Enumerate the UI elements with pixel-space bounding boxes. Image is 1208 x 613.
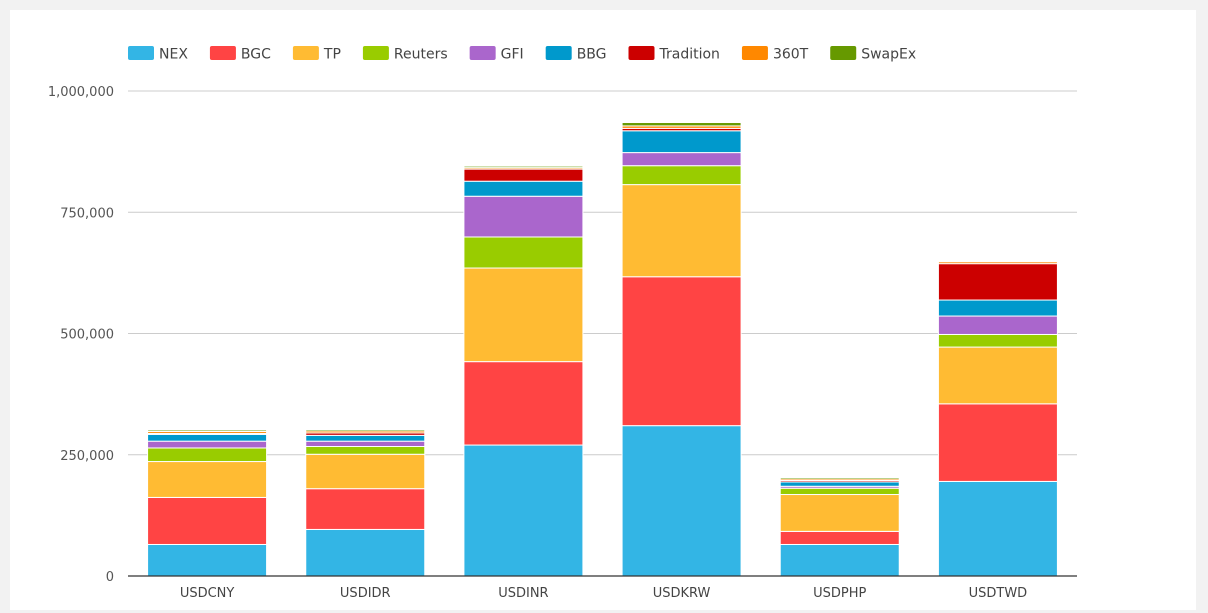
- x-tick-label: USDCNY: [180, 586, 235, 601]
- bar-stack-usdphp[interactable]: [779, 477, 900, 577]
- bar-segment-bgc[interactable]: [147, 496, 268, 545]
- legend-swatch: [469, 46, 496, 60]
- bar-segment-gfi[interactable]: [305, 440, 426, 448]
- bar-segment-tp[interactable]: [937, 346, 1058, 405]
- bar-stack-usdinr[interactable]: [463, 165, 584, 577]
- legend-label: Tradition: [659, 47, 720, 63]
- x-tick-label: USDINR: [498, 586, 548, 601]
- legend-label: GFI: [501, 47, 524, 63]
- bar-stack-usdkrw[interactable]: [621, 122, 742, 577]
- legend-item-swapex[interactable]: SwapEx: [830, 46, 916, 63]
- bar-segment-tradition[interactable]: [463, 168, 584, 182]
- bar-segment-nex[interactable]: [779, 543, 900, 577]
- legend-label: 360T: [773, 47, 809, 63]
- bar-segment-tp[interactable]: [779, 494, 900, 532]
- bar-stack-usdtwd[interactable]: [937, 260, 1058, 577]
- bar-segment-tp[interactable]: [463, 267, 584, 363]
- bar-segment-tradition[interactable]: [937, 263, 1058, 301]
- legend-item-reuters[interactable]: Reuters: [362, 46, 448, 63]
- bar-segment-bbg[interactable]: [463, 180, 584, 197]
- legend-swatch: [292, 46, 319, 60]
- bar-segment-bbg[interactable]: [937, 299, 1058, 317]
- legend-swatch: [362, 46, 389, 60]
- bar-segment-nex[interactable]: [937, 480, 1058, 577]
- y-tick-label: 500,000: [60, 328, 114, 343]
- legend[interactable]: NEX BGC TP Reuters GFI BBG Tradition 360T SwapEx: [128, 46, 916, 63]
- chart-panel: 0 250,000 500,000 750,000 1,000,000 USDCNY US…: [10, 10, 1196, 610]
- bar-segment-bbg[interactable]: [779, 481, 900, 487]
- legend-item-bbg[interactable]: BBG: [545, 46, 607, 63]
- legend-item-tp[interactable]: TP: [292, 46, 341, 63]
- y-tick-label: 0: [106, 570, 114, 585]
- legend-item-360t[interactable]: 360T: [741, 46, 809, 63]
- legend-swatch: [128, 46, 154, 60]
- y-tick-label: 750,000: [60, 206, 114, 221]
- bar-segment-tp[interactable]: [621, 184, 742, 278]
- bar-segment-bbg[interactable]: [305, 434, 426, 442]
- legend-swatch: [209, 46, 236, 60]
- legend-label: Reuters: [394, 47, 448, 63]
- legend-swatch: [830, 46, 857, 60]
- legend-item-nex[interactable]: NEX: [128, 46, 188, 63]
- bar-segment-tp[interactable]: [305, 453, 426, 490]
- gridlines: [128, 90, 1077, 456]
- y-axis: 0 250,000 500,000 750,000 1,000,000: [48, 85, 114, 585]
- legend-label: NEX: [159, 47, 188, 63]
- bars: [147, 122, 1058, 577]
- legend-swatch: [741, 46, 768, 60]
- bar-segment-nex[interactable]: [621, 425, 742, 577]
- x-axis: USDCNY USDIDR USDINR USDKRW USDPHP USDTWD: [128, 575, 1077, 601]
- legend-label: BBG: [577, 47, 607, 63]
- bar-segment-reuters[interactable]: [463, 236, 584, 269]
- bar-segment-bgc[interactable]: [463, 361, 584, 446]
- bar-segment-swapex[interactable]: [305, 429, 426, 432]
- bar-segment-swapex[interactable]: [621, 122, 742, 127]
- bar-segment-swapex[interactable]: [147, 429, 268, 432]
- legend-swatch: [628, 46, 655, 60]
- bar-stack-usdcny[interactable]: [147, 429, 268, 577]
- bar-segment-reuters[interactable]: [147, 447, 268, 463]
- bar-segment-tp[interactable]: [147, 461, 268, 498]
- bar-segment-bbg[interactable]: [147, 433, 268, 442]
- bar-segment-bgc[interactable]: [621, 276, 742, 427]
- bar-segment-bgc[interactable]: [305, 488, 426, 530]
- bar-segment-nex[interactable]: [305, 528, 426, 577]
- bar-segment-gfi[interactable]: [621, 152, 742, 167]
- bar-segment-swapex[interactable]: [937, 260, 1058, 263]
- y-tick-label: 1,000,000: [48, 85, 114, 100]
- bar-segment-bbg[interactable]: [621, 130, 742, 154]
- x-tick-label: USDTWD: [969, 586, 1028, 601]
- bar-segment-nex[interactable]: [463, 444, 584, 577]
- legend-label: BGC: [241, 47, 271, 63]
- bar-segment-bgc[interactable]: [779, 530, 900, 545]
- bar-segment-gfi[interactable]: [147, 440, 268, 449]
- bar-segment-reuters[interactable]: [937, 333, 1058, 348]
- bar-segment-bgc[interactable]: [937, 403, 1058, 482]
- bar-segment-swapex[interactable]: [779, 477, 900, 480]
- legend-swatch: [545, 46, 572, 60]
- legend-item-gfi[interactable]: GFI: [469, 46, 524, 63]
- bar-segment-reuters[interactable]: [779, 487, 900, 496]
- legend-label: SwapEx: [861, 47, 916, 63]
- bar-segment-gfi[interactable]: [937, 315, 1058, 335]
- y-tick-label: 250,000: [60, 449, 114, 464]
- legend-label: TP: [323, 47, 341, 63]
- x-tick-label: USDKRW: [653, 586, 711, 601]
- legend-item-tradition[interactable]: Tradition: [628, 46, 720, 63]
- x-tick-label: USDPHP: [813, 586, 866, 601]
- bar-stack-usdidr[interactable]: [305, 429, 426, 577]
- bar-segment-nex[interactable]: [147, 543, 268, 577]
- bar-segment-gfi[interactable]: [463, 195, 584, 238]
- bar-segment-reuters[interactable]: [305, 446, 426, 455]
- legend-item-bgc[interactable]: BGC: [209, 46, 271, 63]
- x-tick-label: USDIDR: [340, 586, 391, 601]
- bar-segment-swapex[interactable]: [463, 165, 584, 169]
- bar-segment-reuters[interactable]: [621, 165, 742, 186]
